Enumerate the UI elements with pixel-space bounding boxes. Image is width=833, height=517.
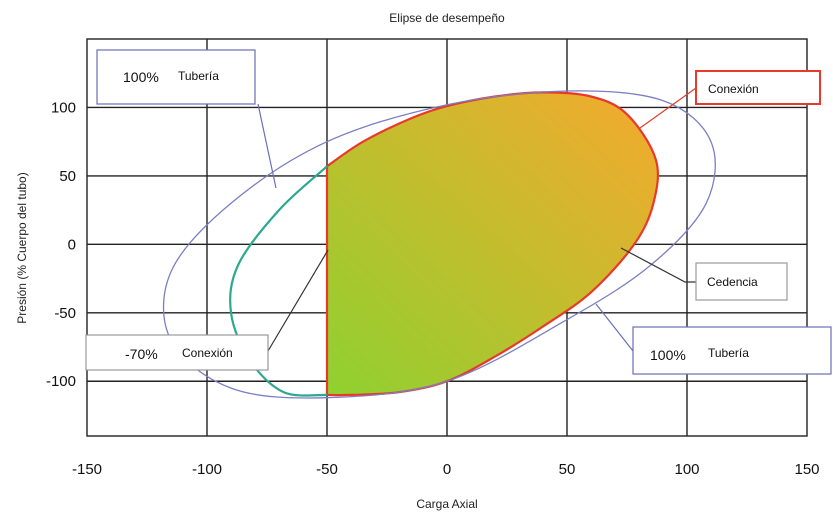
leader-conexion-limit (267, 249, 329, 352)
y-tick-label: -50 (54, 305, 76, 322)
callout-tuberia-top-value: 100% (123, 69, 159, 85)
leader-tuberia-bottom (595, 303, 634, 352)
leader-conexion (639, 87, 697, 129)
y-tick-label: 0 (68, 236, 76, 253)
leader-tuberia-top (257, 103, 277, 189)
series-group (162, 90, 716, 399)
callout-cedencia-box (695, 262, 788, 301)
x-tick-labels: -150 -100 -50 0 50 100 150 (72, 461, 820, 478)
callout-cedencia: Cedencia (695, 262, 788, 301)
chart-title: Elipse de desempeño (389, 11, 505, 25)
x-tick-label: 0 (443, 461, 451, 478)
callout-conexion: Conexión (695, 70, 821, 105)
callout-conexion-box (695, 70, 821, 105)
x-tick-label: 50 (559, 461, 576, 478)
callout-tuberia-bottom: 100% Tubería (632, 326, 832, 375)
y-tick-labels: 100 50 0 -50 -100 (46, 99, 76, 390)
callout-tuberia-top: 100% Tubería (96, 49, 256, 105)
callout-leaders (257, 87, 697, 352)
callout-conexion-limit-box (85, 334, 269, 371)
y-tick-label: 50 (59, 168, 76, 185)
x-tick-label: -50 (316, 461, 338, 478)
callout-tuberia-bottom-value: 100% (650, 347, 686, 363)
x-tick-label: 150 (794, 461, 819, 478)
callout-tuberia-bottom-box (632, 326, 832, 375)
y-tick-label: -100 (46, 373, 76, 390)
callout-tuberia-top-label: Tubería (178, 69, 219, 83)
callout-tuberia-top-box (96, 49, 256, 105)
x-axis-label: Carga Axial (416, 497, 477, 511)
callout-conexion-limit: -70% Conexión (85, 334, 269, 371)
leader-cedencia (620, 247, 696, 283)
series-cedencia-arc (229, 165, 328, 397)
x-tick-label: -100 (192, 461, 222, 478)
x-tick-label: -150 (72, 461, 102, 478)
series-tuberia-ellipse (162, 90, 716, 399)
y-axis-label: Presión (% Cuerpo del tubo) (15, 172, 29, 323)
callout-tuberia-bottom-label: Tubería (708, 346, 749, 360)
callout-conexion-limit-label: Conexión (182, 346, 233, 360)
y-tick-label: 100 (51, 99, 76, 116)
callout-cedencia-label: Cedencia (707, 275, 758, 289)
series-conexion-region (325, 91, 660, 397)
x-tick-label: 100 (674, 461, 699, 478)
callout-conexion-limit-value: -70% (125, 346, 158, 362)
callout-conexion-label: Conexión (708, 82, 759, 96)
